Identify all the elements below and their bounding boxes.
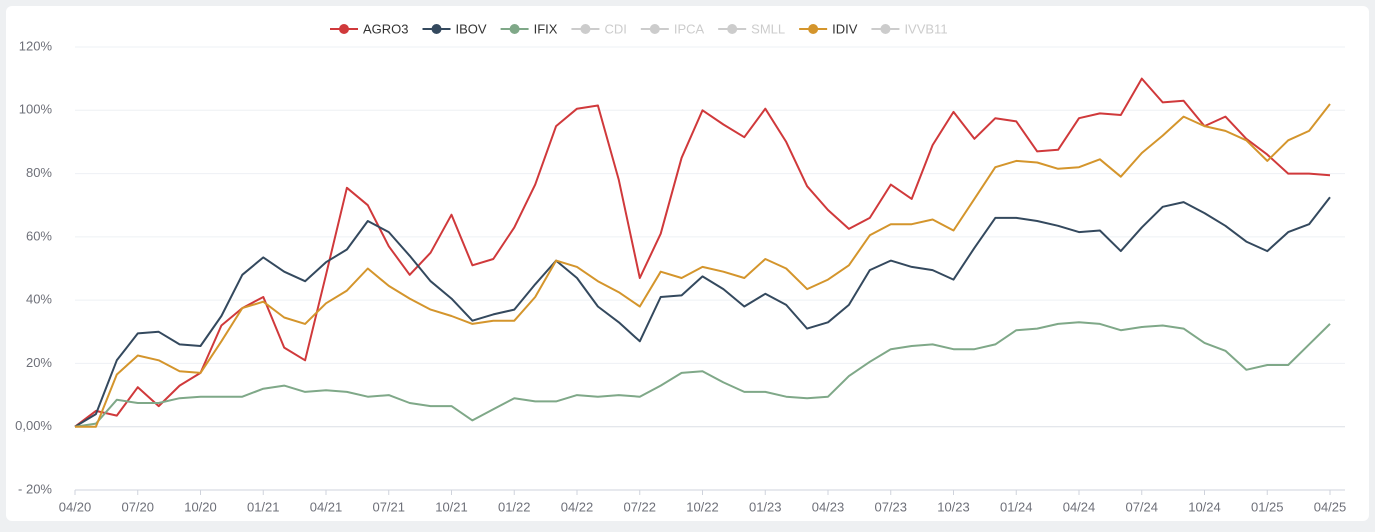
series-line — [75, 103, 1331, 428]
legend-marker[interactable] — [880, 24, 891, 34]
x-tick-label: 07/20 — [121, 499, 154, 514]
y-tick-label: - 20% — [18, 481, 52, 496]
x-tick-label: 01/25 — [1251, 499, 1284, 514]
y-tick-label: 60% — [26, 228, 52, 243]
legend-label[interactable]: IDIV — [832, 21, 858, 36]
x-tick-label: 10/21 — [435, 499, 468, 514]
y-tick-label: 100% — [19, 102, 53, 117]
x-tick-label: 04/21 — [310, 499, 343, 514]
x-tick-label: 07/22 — [623, 499, 656, 514]
card — [6, 6, 1369, 521]
x-tick-label: 04/25 — [1314, 499, 1347, 514]
y-tick-label: 120% — [19, 38, 53, 53]
legend-label[interactable]: IVVB11 — [904, 21, 947, 36]
x-tick-label: 04/22 — [561, 499, 594, 514]
x-tick-label: 04/20 — [59, 499, 92, 514]
y-tick-label: 0,00% — [15, 418, 52, 433]
x-tick-label: 04/23 — [812, 499, 845, 514]
x-tick-label: 01/21 — [247, 499, 280, 514]
x-tick-label: 10/22 — [686, 499, 719, 514]
x-tick-label: 01/23 — [749, 499, 782, 514]
x-tick-label: 07/24 — [1125, 499, 1158, 514]
x-tick-label: 10/24 — [1188, 499, 1221, 514]
x-tick-label: 10/20 — [184, 499, 217, 514]
legend-marker[interactable] — [431, 24, 442, 34]
legend-marker[interactable] — [339, 24, 349, 34]
series-line — [74, 321, 1331, 428]
legend-label[interactable]: IPCA — [674, 21, 705, 36]
x-tick-label: 07/23 — [874, 499, 907, 514]
y-tick-label: 40% — [26, 292, 52, 307]
legend-label[interactable]: CDI — [604, 21, 626, 36]
x-tick-label: 07/21 — [372, 499, 405, 514]
x-tick-label: 04/24 — [1063, 499, 1096, 514]
series-line — [74, 77, 1331, 428]
legend-label[interactable]: SMLL — [751, 21, 785, 36]
y-tick-label: 80% — [26, 165, 52, 180]
x-tick-label: 01/22 — [498, 499, 531, 514]
legend-label[interactable]: IBOV — [456, 21, 487, 36]
legend-marker[interactable] — [727, 24, 738, 34]
legend-marker[interactable] — [649, 24, 660, 34]
legend-marker[interactable] — [808, 24, 819, 34]
x-tick-label: 01/24 — [1000, 499, 1033, 514]
legend-marker[interactable] — [509, 24, 520, 34]
y-tick-label: 20% — [26, 355, 52, 370]
legend-label[interactable]: IFIX — [534, 21, 558, 36]
legend-marker[interactable] — [580, 24, 591, 34]
x-tick-label: 10/23 — [937, 499, 970, 514]
series-line — [74, 196, 1331, 428]
legend-label[interactable]: AGRO3 — [363, 21, 409, 36]
